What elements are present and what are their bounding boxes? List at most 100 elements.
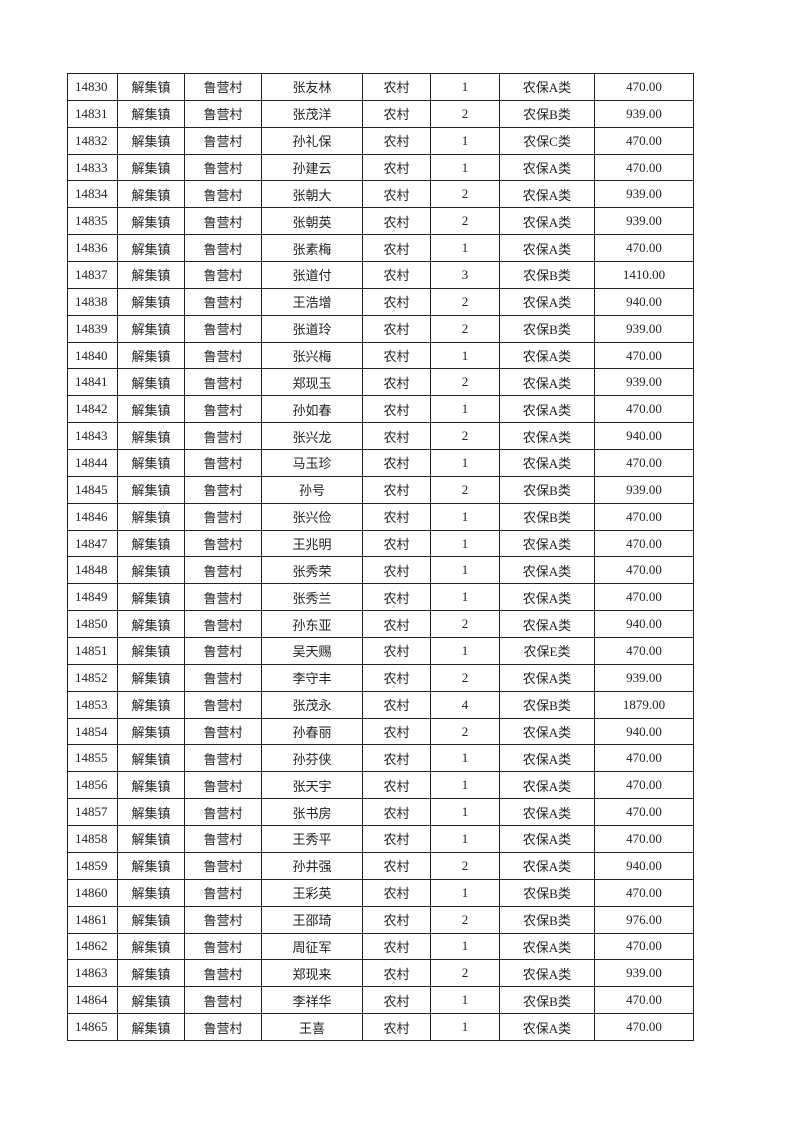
township-cell: 解集镇 xyxy=(117,1013,185,1041)
table-row: 14836 解集镇 鲁营村 张素梅 农村 1 农保A类 470.00 xyxy=(67,234,694,263)
person-name-cell: 王浩增 xyxy=(261,287,363,316)
area-type-cell: 农村 xyxy=(362,825,431,853)
township-cell: 解集镇 xyxy=(117,798,185,827)
person-name-cell: 王彩英 xyxy=(261,878,363,907)
area-type-cell: 农村 xyxy=(362,663,431,692)
village-cell: 鲁营村 xyxy=(184,314,262,343)
village-cell: 鲁营村 xyxy=(184,126,262,155)
amount-cell: 939.00 xyxy=(594,959,694,988)
household-count-cell: 1 xyxy=(430,395,500,424)
person-name-cell: 孙春丽 xyxy=(261,717,363,746)
table-row: 14863 解集镇 鲁营村 郑现来 农村 2 农保A类 939.00 xyxy=(67,959,694,988)
person-name-cell: 郑现玉 xyxy=(261,368,363,397)
table-row: 14845 解集镇 鲁营村 孙号 农村 2 农保B类 939.00 xyxy=(67,475,694,504)
village-cell: 鲁营村 xyxy=(184,744,262,773)
household-count-cell: 2 xyxy=(430,959,500,988)
row-id-cell: 14831 xyxy=(67,99,118,128)
row-id-cell: 14843 xyxy=(67,422,118,451)
village-cell: 鲁营村 xyxy=(184,905,262,934)
category-cell: 农保A类 xyxy=(499,529,595,558)
amount-cell: 470.00 xyxy=(594,234,694,263)
village-cell: 鲁营村 xyxy=(184,422,262,451)
amount-cell: 470.00 xyxy=(594,583,694,612)
amount-cell: 939.00 xyxy=(594,314,694,343)
village-cell: 鲁营村 xyxy=(184,851,262,880)
category-cell: 农保B类 xyxy=(499,690,595,719)
table-row: 14864 解集镇 鲁营村 李祥华 农村 1 农保B类 470.00 xyxy=(67,986,694,1015)
category-cell: 农保A类 xyxy=(499,73,595,101)
amount-cell: 939.00 xyxy=(594,663,694,692)
township-cell: 解集镇 xyxy=(117,234,185,263)
category-cell: 农保A类 xyxy=(499,287,595,316)
household-count-cell: 1 xyxy=(430,583,500,612)
township-cell: 解集镇 xyxy=(117,717,185,746)
row-id-cell: 14858 xyxy=(67,825,118,853)
village-cell: 鲁营村 xyxy=(184,475,262,504)
village-cell: 鲁营村 xyxy=(184,207,262,236)
area-type-cell: 农村 xyxy=(362,583,431,612)
amount-cell: 470.00 xyxy=(594,932,694,961)
person-name-cell: 张素梅 xyxy=(261,234,363,263)
table-row: 14830 解集镇 鲁营村 张友林 农村 1 农保A类 470.00 xyxy=(67,73,694,101)
household-count-cell: 1 xyxy=(430,637,500,665)
row-id-cell: 14851 xyxy=(67,637,118,665)
village-cell: 鲁营村 xyxy=(184,717,262,746)
area-type-cell: 农村 xyxy=(362,502,431,531)
area-type-cell: 农村 xyxy=(362,1013,431,1041)
table-row: 14841 解集镇 鲁营村 郑现玉 农村 2 农保A类 939.00 xyxy=(67,368,694,397)
row-id-cell: 14845 xyxy=(67,475,118,504)
row-id-cell: 14852 xyxy=(67,663,118,692)
area-type-cell: 农村 xyxy=(362,207,431,236)
table-row: 14852 解集镇 鲁营村 李守丰 农村 2 农保A类 939.00 xyxy=(67,663,694,692)
township-cell: 解集镇 xyxy=(117,287,185,316)
table-row: 14847 解集镇 鲁营村 王兆明 农村 1 农保A类 470.00 xyxy=(67,529,694,558)
table-row: 14853 解集镇 鲁营村 张茂永 农村 4 农保B类 1879.00 xyxy=(67,690,694,719)
area-type-cell: 农村 xyxy=(362,126,431,155)
row-id-cell: 14842 xyxy=(67,395,118,424)
category-cell: 农保A类 xyxy=(499,771,595,800)
category-cell: 农保A类 xyxy=(499,610,595,639)
category-cell: 农保B类 xyxy=(499,261,595,289)
amount-cell: 470.00 xyxy=(594,744,694,773)
table-row: 14858 解集镇 鲁营村 王秀平 农村 1 农保A类 470.00 xyxy=(67,825,694,853)
row-id-cell: 14856 xyxy=(67,771,118,800)
household-count-cell: 2 xyxy=(430,368,500,397)
township-cell: 解集镇 xyxy=(117,771,185,800)
table-row: 14856 解集镇 鲁营村 张天宇 农村 1 农保A类 470.00 xyxy=(67,771,694,800)
table-row: 14844 解集镇 鲁营村 马玉珍 农村 1 农保A类 470.00 xyxy=(67,449,694,477)
table-row: 14831 解集镇 鲁营村 张茂洋 农村 2 农保B类 939.00 xyxy=(67,99,694,128)
township-cell: 解集镇 xyxy=(117,986,185,1015)
township-cell: 解集镇 xyxy=(117,153,185,182)
area-type-cell: 农村 xyxy=(362,449,431,477)
amount-cell: 1879.00 xyxy=(594,690,694,719)
amount-cell: 470.00 xyxy=(594,798,694,827)
row-id-cell: 14865 xyxy=(67,1013,118,1041)
household-count-cell: 1 xyxy=(430,1013,500,1041)
township-cell: 解集镇 xyxy=(117,180,185,209)
table-row: 14838 解集镇 鲁营村 王浩增 农村 2 农保A类 940.00 xyxy=(67,287,694,316)
household-count-cell: 1 xyxy=(430,556,500,585)
amount-cell: 470.00 xyxy=(594,395,694,424)
table-row: 14850 解集镇 鲁营村 孙东亚 农村 2 农保A类 940.00 xyxy=(67,610,694,639)
household-count-cell: 2 xyxy=(430,207,500,236)
amount-cell: 470.00 xyxy=(594,1013,694,1041)
amount-cell: 470.00 xyxy=(594,986,694,1015)
table-row: 14860 解集镇 鲁营村 王彩英 农村 1 农保B类 470.00 xyxy=(67,878,694,907)
person-name-cell: 郑现来 xyxy=(261,959,363,988)
category-cell: 农保A类 xyxy=(499,798,595,827)
township-cell: 解集镇 xyxy=(117,314,185,343)
village-cell: 鲁营村 xyxy=(184,556,262,585)
village-cell: 鲁营村 xyxy=(184,395,262,424)
amount-cell: 940.00 xyxy=(594,717,694,746)
township-cell: 解集镇 xyxy=(117,99,185,128)
township-cell: 解集镇 xyxy=(117,878,185,907)
row-id-cell: 14859 xyxy=(67,851,118,880)
row-id-cell: 14861 xyxy=(67,905,118,934)
row-id-cell: 14854 xyxy=(67,717,118,746)
person-name-cell: 孙东亚 xyxy=(261,610,363,639)
township-cell: 解集镇 xyxy=(117,126,185,155)
household-count-cell: 2 xyxy=(430,851,500,880)
person-name-cell: 张秀兰 xyxy=(261,583,363,612)
area-type-cell: 农村 xyxy=(362,556,431,585)
area-type-cell: 农村 xyxy=(362,529,431,558)
